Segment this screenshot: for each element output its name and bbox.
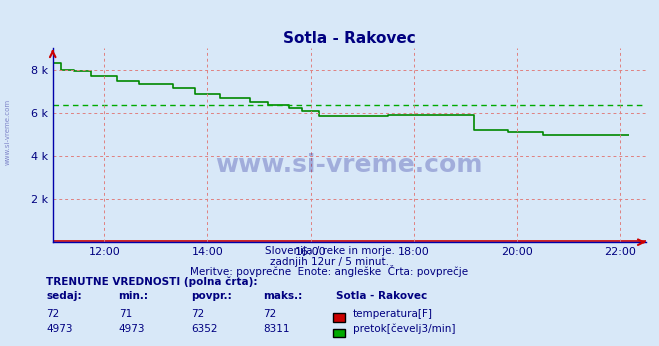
Text: 72: 72 bbox=[46, 309, 59, 319]
Text: 4973: 4973 bbox=[119, 324, 145, 334]
Text: 8311: 8311 bbox=[264, 324, 290, 334]
Text: maks.:: maks.: bbox=[264, 291, 303, 301]
Text: sedaj:: sedaj: bbox=[46, 291, 82, 301]
Text: Sotla - Rakovec: Sotla - Rakovec bbox=[336, 291, 427, 301]
Text: www.si-vreme.com: www.si-vreme.com bbox=[5, 98, 11, 165]
Text: 4973: 4973 bbox=[46, 324, 72, 334]
Text: povpr.:: povpr.: bbox=[191, 291, 232, 301]
Text: Slovenija / reke in morje.: Slovenija / reke in morje. bbox=[264, 246, 395, 256]
Text: TRENUTNE VREDNOSTI (polna črta):: TRENUTNE VREDNOSTI (polna črta): bbox=[46, 277, 258, 288]
Text: pretok[čevelj3/min]: pretok[čevelj3/min] bbox=[353, 324, 455, 334]
Text: 6352: 6352 bbox=[191, 324, 217, 334]
Text: min.:: min.: bbox=[119, 291, 149, 301]
Text: 72: 72 bbox=[191, 309, 204, 319]
Text: zadnjih 12ur / 5 minut.: zadnjih 12ur / 5 minut. bbox=[270, 257, 389, 267]
Text: 71: 71 bbox=[119, 309, 132, 319]
Text: Meritve: povprečne  Enote: angleške  Črta: povprečje: Meritve: povprečne Enote: angleške Črta:… bbox=[190, 265, 469, 277]
Title: Sotla - Rakovec: Sotla - Rakovec bbox=[283, 31, 416, 46]
Text: www.si-vreme.com: www.si-vreme.com bbox=[215, 153, 483, 177]
Text: 72: 72 bbox=[264, 309, 277, 319]
Text: temperatura[F]: temperatura[F] bbox=[353, 309, 432, 319]
